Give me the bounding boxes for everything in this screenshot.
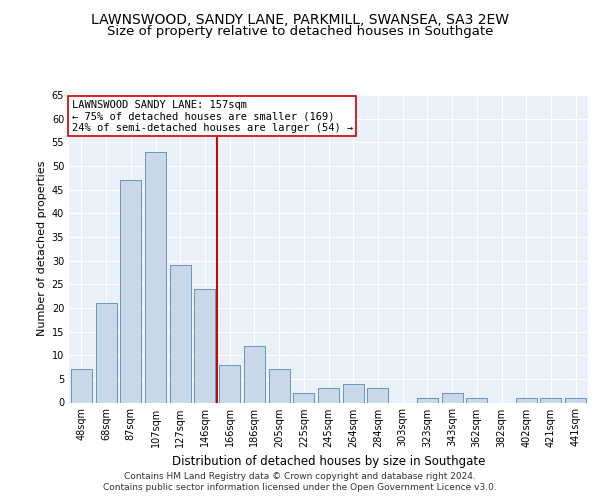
Text: LAWNSWOOD SANDY LANE: 157sqm
← 75% of detached houses are smaller (169)
24% of s: LAWNSWOOD SANDY LANE: 157sqm ← 75% of de… [71,100,353,133]
Bar [293,393,314,402]
Bar [343,384,364,402]
Bar [170,266,191,402]
Text: Contains public sector information licensed under the Open Government Licence v3: Contains public sector information licen… [103,484,497,492]
Bar [71,370,92,402]
Y-axis label: Number of detached properties: Number of detached properties [37,161,47,336]
Bar [367,388,388,402]
Bar [120,180,141,402]
Text: LAWNSWOOD, SANDY LANE, PARKMILL, SWANSEA, SA3 2EW: LAWNSWOOD, SANDY LANE, PARKMILL, SWANSEA… [91,12,509,26]
Bar [219,364,240,403]
Bar [466,398,487,402]
Bar [541,398,562,402]
Bar [442,393,463,402]
Bar [95,303,116,402]
Bar [565,398,586,402]
Text: Size of property relative to detached houses in Southgate: Size of property relative to detached ho… [107,25,493,38]
Bar [194,289,215,403]
Text: Contains HM Land Registry data © Crown copyright and database right 2024.: Contains HM Land Registry data © Crown c… [124,472,476,481]
X-axis label: Distribution of detached houses by size in Southgate: Distribution of detached houses by size … [172,455,485,468]
Bar [417,398,438,402]
Bar [145,152,166,403]
Bar [269,370,290,402]
Bar [244,346,265,403]
Bar [516,398,537,402]
Bar [318,388,339,402]
